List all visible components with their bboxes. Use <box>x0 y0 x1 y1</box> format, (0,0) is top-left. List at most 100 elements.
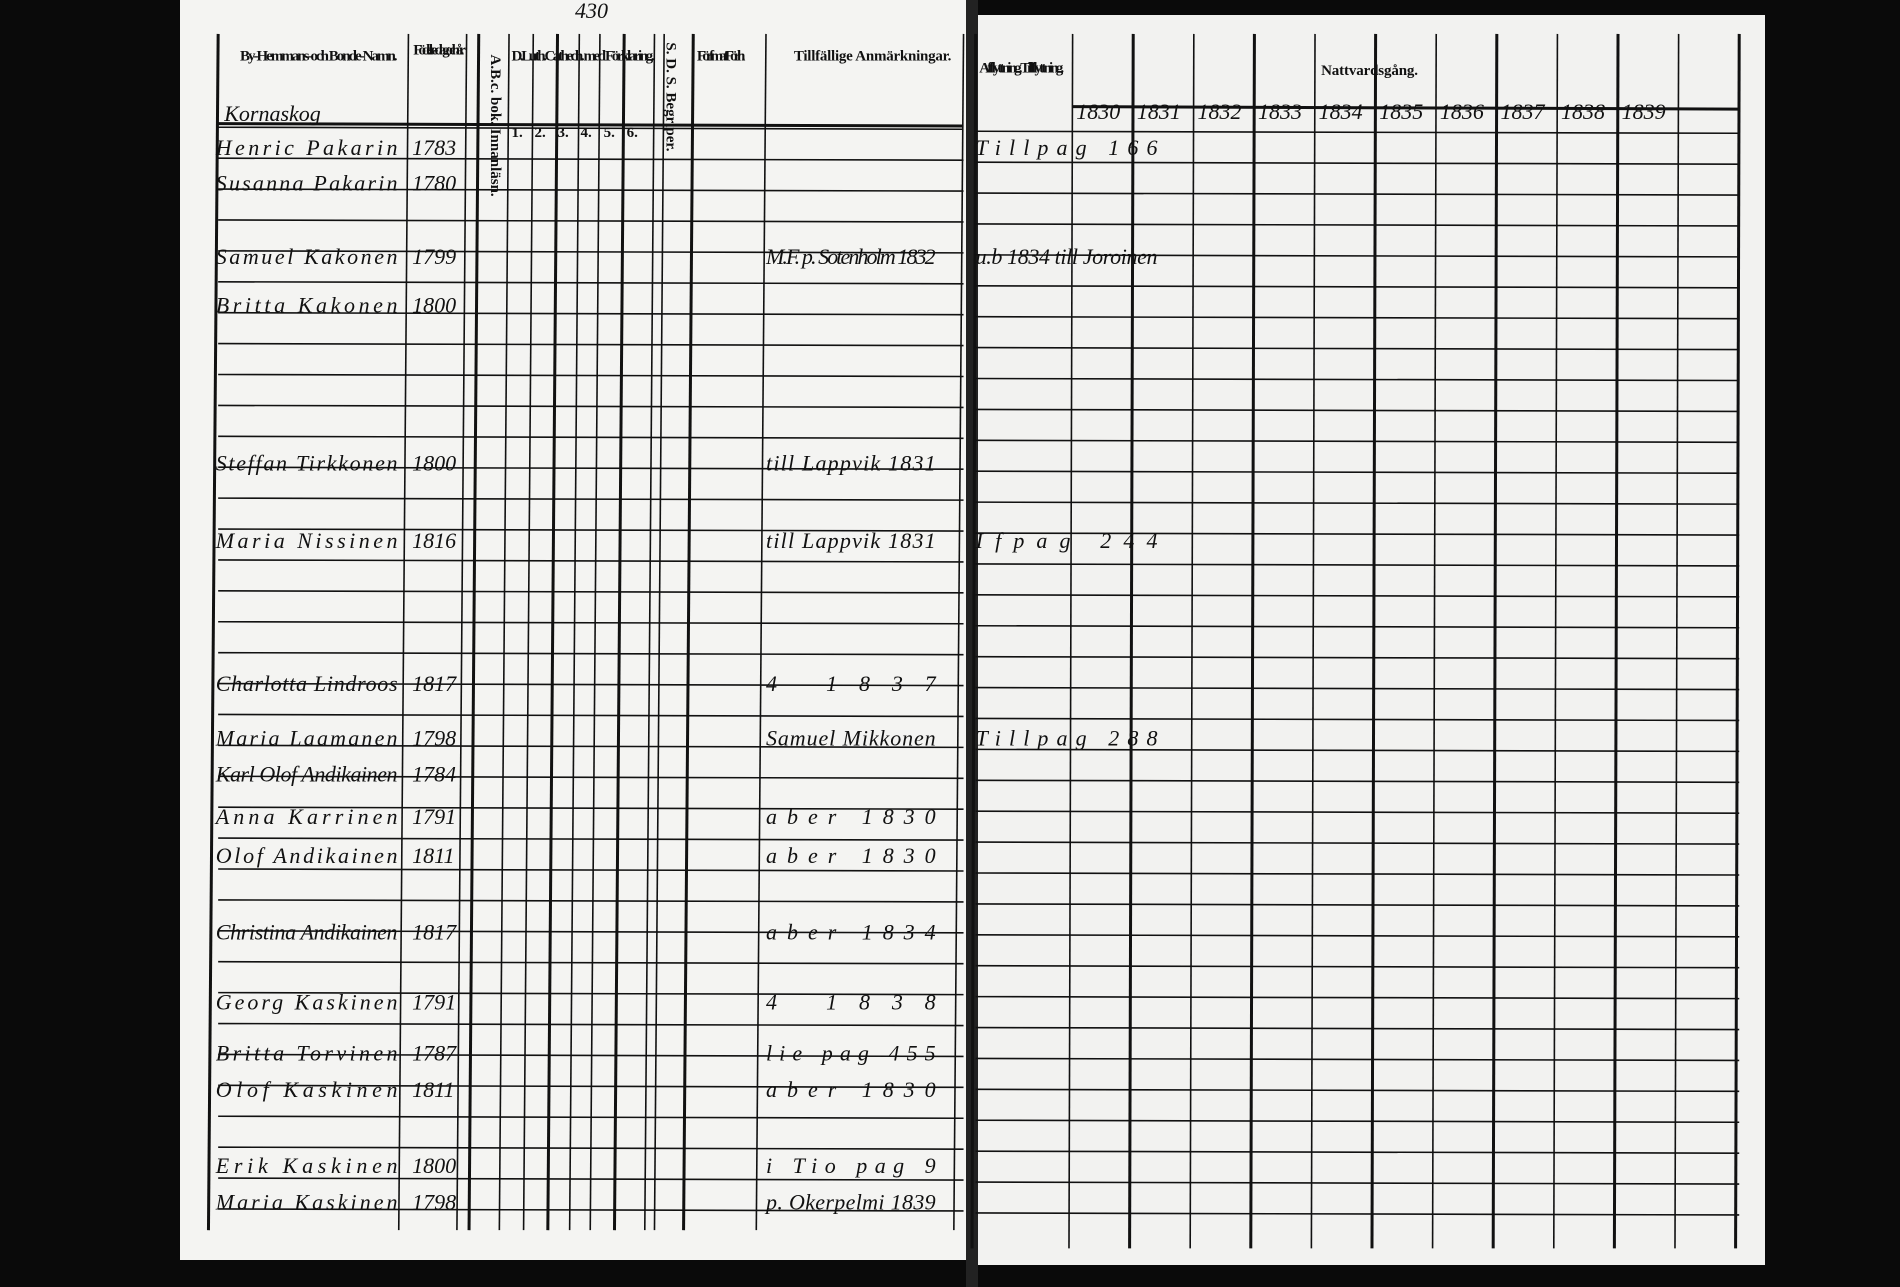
header-text: 1. <box>511 125 523 141</box>
header-text: Förf. mat. Förh. <box>697 49 746 65</box>
rule-line <box>975 223 1740 227</box>
column-line <box>1612 33 1620 1249</box>
rule-line <box>975 439 1740 444</box>
rule-line <box>975 315 1740 320</box>
rule-line <box>975 192 1740 196</box>
rule-line <box>975 1057 1740 1062</box>
rule-line <box>218 590 964 594</box>
rule-line <box>218 775 964 780</box>
remark: aber 1834 <box>766 919 936 944</box>
rule-line <box>218 651 964 656</box>
rule-line <box>218 250 964 254</box>
column-line <box>568 33 581 1231</box>
header-text: S. D. S. Begriper. <box>663 42 679 151</box>
rule-line <box>218 682 964 687</box>
rule-line <box>975 284 1740 289</box>
rule-line <box>218 713 964 718</box>
rule-line <box>218 930 964 934</box>
rule-line <box>975 841 1740 845</box>
person-name: Christina Andikainen <box>216 919 398 944</box>
rule-line <box>218 744 964 749</box>
birth-year: 1817 <box>412 671 457 696</box>
birth-year: 1817 <box>412 919 457 944</box>
rule-line <box>975 254 1740 258</box>
rule-line <box>975 501 1740 505</box>
column-line <box>755 33 767 1231</box>
rule-line <box>975 964 1740 969</box>
header-text: 3. <box>558 125 570 141</box>
birth-year: 1780 <box>412 170 456 195</box>
rule-line <box>218 868 964 872</box>
rule-line <box>975 470 1740 475</box>
rule-line <box>975 1026 1740 1031</box>
column-line <box>1674 33 1680 1249</box>
rule-line <box>975 934 1740 938</box>
column-line <box>643 33 656 1231</box>
birth-year: 1783 <box>412 135 456 160</box>
person-name: Henric Pakarin <box>215 135 398 160</box>
rule-line <box>975 1088 1740 1093</box>
year: 1836 <box>1440 99 1484 124</box>
rule-line <box>218 991 964 996</box>
person-name: Samuel Kakonen <box>216 244 398 269</box>
rule-line <box>975 903 1740 907</box>
birth-year: 1811 <box>412 843 454 868</box>
column-line <box>682 33 695 1231</box>
header-text: Nattvardsgång. <box>1321 63 1418 79</box>
person-name: Susanna Pakarin <box>216 170 398 195</box>
person-name: Karl Olof Andikainen <box>215 762 398 787</box>
column-line <box>1128 33 1135 1249</box>
birth-year: 1784 <box>412 762 456 787</box>
rule-line <box>975 377 1740 382</box>
column-line <box>653 33 665 1231</box>
column-line <box>1491 33 1499 1249</box>
rule-line <box>975 779 1740 784</box>
person-name: Britta Kakonen <box>216 293 398 318</box>
person-name: Steffan Tirkkonen <box>216 450 398 475</box>
column-line <box>397 33 410 1231</box>
birth-year: 1791 <box>412 804 456 829</box>
column-line <box>1068 33 1074 1249</box>
column-line <box>612 33 626 1231</box>
column-line <box>1189 33 1195 1249</box>
remark: till Lappvik 1831 <box>766 528 936 553</box>
birth-year: 1811 <box>412 1077 454 1102</box>
rule-line <box>218 837 964 841</box>
person-name: Maria Nissinen <box>215 528 398 553</box>
header-text: Kornaskog <box>223 101 321 126</box>
remark: aber 1830 <box>766 843 936 868</box>
rule-line <box>975 748 1740 753</box>
header-text: Tillfällige Anmärkningar. <box>794 49 952 65</box>
person-name: Olof Andikainen <box>216 843 398 868</box>
rule-line <box>218 280 964 285</box>
rule-line <box>218 960 964 965</box>
rule-line <box>218 466 964 471</box>
rule-line <box>975 872 1740 876</box>
rule-line <box>218 1022 964 1027</box>
header-text: By-Hemmans-och Bonde-Namn. <box>240 49 398 65</box>
column-line <box>522 33 535 1231</box>
birth-year: 1800 <box>412 450 456 475</box>
rule-line <box>975 655 1740 660</box>
rule-line <box>975 1212 1740 1216</box>
column-line <box>589 33 601 1231</box>
column-line <box>1431 33 1438 1249</box>
rule-line <box>218 620 964 625</box>
birth-year: 1800 <box>412 293 456 318</box>
right-page <box>975 15 1765 1265</box>
rule-line <box>218 1053 964 1058</box>
rule-line <box>218 219 964 223</box>
rule-line <box>975 532 1740 536</box>
birth-year: 1787 <box>412 1041 457 1066</box>
birth-year: 1800 <box>412 1153 456 1178</box>
remark: till Lappvik 1831 <box>766 450 936 475</box>
rule-line <box>975 563 1740 567</box>
column-line <box>1310 33 1316 1249</box>
rule-line <box>218 497 964 501</box>
year: 1838 <box>1561 99 1605 124</box>
header-line <box>218 122 964 128</box>
header-text: D.Luth.Cathech. med Förklaring. <box>511 49 654 65</box>
column-line <box>498 33 510 1231</box>
rule-line <box>218 528 964 532</box>
